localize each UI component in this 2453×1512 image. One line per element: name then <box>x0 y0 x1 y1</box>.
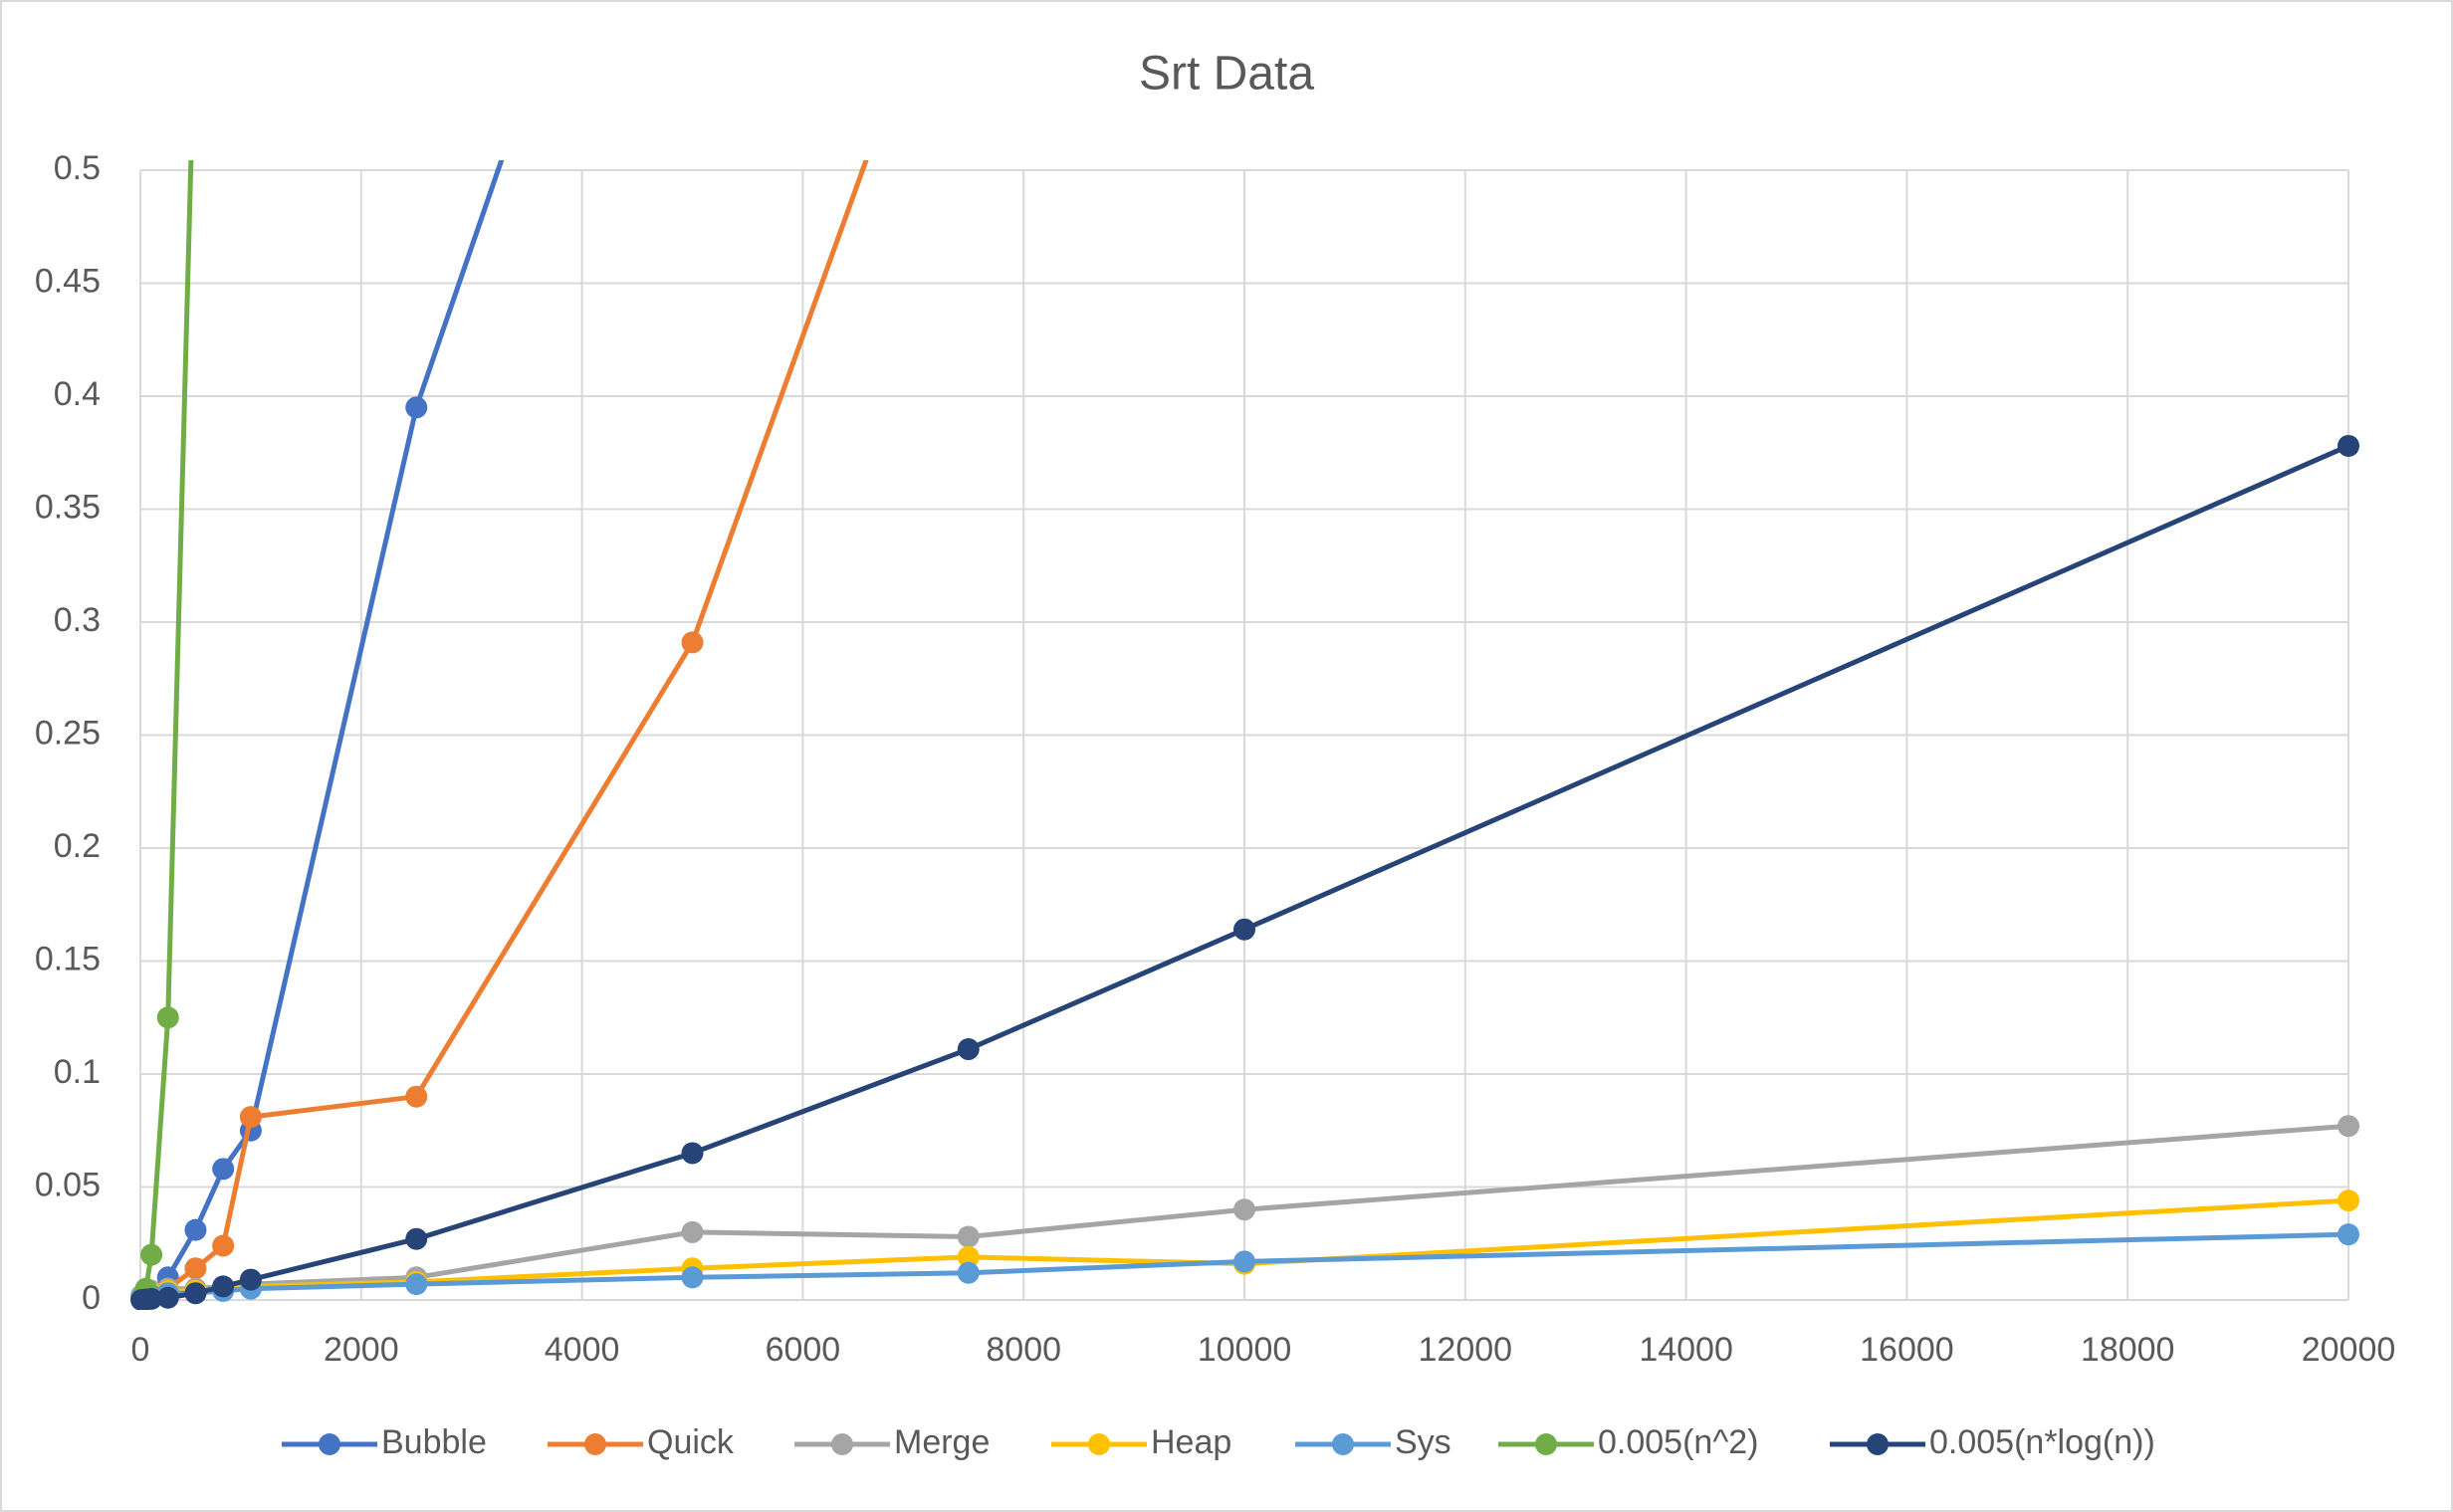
data-point <box>681 1220 704 1243</box>
x-tick-label: 14000 <box>1639 1331 1733 1369</box>
x-tick-label: 12000 <box>1419 1331 1513 1369</box>
legend-label: 0.005(n^2) <box>1598 1423 1759 1461</box>
x-tick-label: 6000 <box>766 1331 841 1369</box>
data-point <box>957 1245 980 1268</box>
y-tick-label: 0.45 <box>35 262 101 300</box>
x-tick-label: 16000 <box>1860 1331 1954 1369</box>
legend-marker <box>831 1433 853 1455</box>
data-point <box>2338 1189 2359 1212</box>
y-tick-label: 0.1 <box>54 1053 101 1091</box>
data-point <box>681 1266 704 1289</box>
data-point <box>140 1243 163 1266</box>
legend-label: Sys <box>1395 1423 1451 1461</box>
plot-area <box>130 160 2359 1310</box>
legend: Bubble Quick Merge Heap Sys 0.005(n^2) 0.005(n… <box>282 1423 2155 1461</box>
legend-label: 0.005(n*log(n)) <box>1929 1423 2155 1461</box>
legend-marker <box>1535 1433 1557 1455</box>
data-point <box>239 1106 262 1129</box>
data-point <box>405 396 428 419</box>
data-point <box>681 1142 704 1165</box>
legend-marker <box>1332 1433 1354 1455</box>
data-point <box>2338 1223 2359 1246</box>
data-point <box>1233 918 1255 941</box>
x-tick-label: 2000 <box>324 1331 399 1369</box>
legend-marker <box>584 1433 606 1455</box>
y-tick-label: 0.35 <box>35 488 101 526</box>
legend-marker <box>1088 1433 1110 1455</box>
x-tick-label: 10000 <box>1198 1331 1292 1369</box>
data-point <box>212 1275 235 1298</box>
legend-marker <box>319 1433 340 1455</box>
legend-marker <box>1867 1433 1889 1455</box>
y-tick-label: 0.25 <box>35 714 101 752</box>
data-point <box>957 1261 980 1284</box>
x-tick-label: 4000 <box>545 1331 620 1369</box>
data-point <box>184 1257 207 1280</box>
data-point <box>212 1234 235 1257</box>
data-point <box>681 631 704 654</box>
data-point <box>184 1218 207 1241</box>
data-point <box>405 1227 428 1250</box>
y-tick-label: 0.05 <box>35 1166 101 1203</box>
grid: 0 0.05 0.1 0.15 0.2 0.25 0.3 0.35 0.4 0.45 0.5 0 200… <box>35 149 2395 1369</box>
data-point <box>1233 1198 1255 1221</box>
y-tick-label: 0.15 <box>35 940 101 977</box>
legend-label: Heap <box>1151 1423 1231 1461</box>
data-point <box>156 1006 179 1029</box>
data-point <box>184 1282 207 1305</box>
x-tick-label: 0 <box>131 1331 150 1369</box>
data-point <box>2338 1115 2359 1138</box>
y-tick-label: 0 <box>82 1279 101 1317</box>
y-tick-label: 0.2 <box>54 827 101 865</box>
data-point <box>957 1038 980 1061</box>
data-point <box>1233 1250 1255 1273</box>
data-point <box>405 1085 428 1108</box>
legend-label: Quick <box>647 1423 735 1461</box>
legend-label: Merge <box>894 1423 990 1461</box>
legend-label: Bubble <box>381 1423 487 1461</box>
y-tick-label: 0.5 <box>54 149 101 187</box>
data-point <box>239 1268 262 1291</box>
data-point <box>405 1273 428 1296</box>
data-point <box>156 1286 179 1309</box>
data-point <box>212 1158 235 1181</box>
x-tick-label: 8000 <box>986 1331 1061 1369</box>
x-tick-label: 20000 <box>2302 1331 2396 1369</box>
y-tick-label: 0.4 <box>54 375 101 413</box>
chart-title: Srt Data <box>1139 48 1314 101</box>
data-point <box>2338 434 2359 457</box>
y-tick-label: 0.3 <box>54 601 101 639</box>
data-point <box>140 1287 163 1310</box>
x-tick-label: 18000 <box>2081 1331 2175 1369</box>
data-point <box>957 1225 980 1248</box>
